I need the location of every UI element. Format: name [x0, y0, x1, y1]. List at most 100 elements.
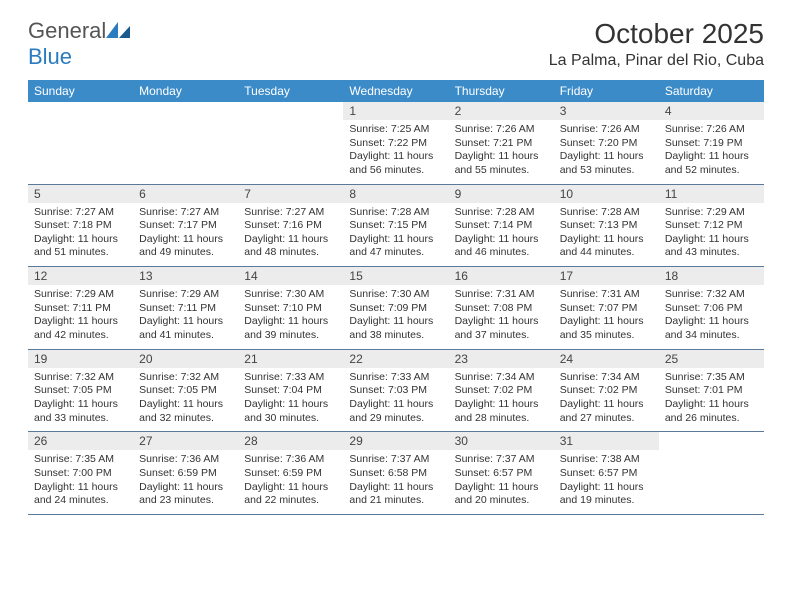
day-cell: 9 Sunrise: 7:28 AMSunset: 7:14 PMDaylight…	[449, 184, 554, 267]
sunrise-text: Sunrise: 7:36 AM	[139, 453, 232, 467]
day-cell: 2Sunrise: 7:26 AMSunset: 7:21 PMDaylight…	[449, 102, 554, 184]
day-number: 16	[449, 267, 554, 285]
day-cell: 31Sunrise: 7:38 AMSunset: 6:57 PMDayligh…	[554, 432, 659, 515]
dayhead-sun: Sunday	[28, 80, 133, 102]
sunrise-text: Sunrise: 7:33 AM	[244, 371, 337, 385]
daylight-text: Daylight: 11 hours and 44 minutes.	[560, 233, 653, 260]
day-cell	[238, 102, 343, 184]
day-body: Sunrise: 7:26 AMSunset: 7:21 PMDaylight:…	[449, 120, 554, 184]
daylight-text: Daylight: 11 hours and 19 minutes.	[560, 481, 653, 508]
day-header-row: Sunday Monday Tuesday Wednesday Thursday…	[28, 80, 764, 102]
day-body: Sunrise: 7:32 AMSunset: 7:05 PMDaylight:…	[28, 368, 133, 432]
sunrise-text: Sunrise: 7:27 AM	[244, 206, 337, 220]
day-cell: 27Sunrise: 7:36 AMSunset: 6:59 PMDayligh…	[133, 432, 238, 515]
daylight-text: Daylight: 11 hours and 55 minutes.	[455, 150, 548, 177]
day-body: Sunrise: 7:38 AMSunset: 6:57 PMDaylight:…	[554, 450, 659, 514]
day-number: 9	[449, 185, 554, 203]
daylight-text: Daylight: 11 hours and 56 minutes.	[349, 150, 442, 177]
day-number: 27	[133, 432, 238, 450]
sunrise-text: Sunrise: 7:27 AM	[139, 206, 232, 220]
sunrise-text: Sunrise: 7:31 AM	[455, 288, 548, 302]
sunrise-text: Sunrise: 7:26 AM	[665, 123, 758, 137]
day-body	[659, 436, 764, 498]
day-number: 15	[343, 267, 448, 285]
day-cell: 30Sunrise: 7:37 AMSunset: 6:57 PMDayligh…	[449, 432, 554, 515]
sunset-text: Sunset: 7:08 PM	[455, 302, 548, 316]
sunset-text: Sunset: 7:14 PM	[455, 219, 548, 233]
daylight-text: Daylight: 11 hours and 20 minutes.	[455, 481, 548, 508]
day-body: Sunrise: 7:30 AMSunset: 7:10 PMDaylight:…	[238, 285, 343, 349]
day-cell	[28, 102, 133, 184]
day-cell: 12Sunrise: 7:29 AMSunset: 7:11 PMDayligh…	[28, 267, 133, 350]
sunrise-text: Sunrise: 7:34 AM	[560, 371, 653, 385]
day-cell: 3Sunrise: 7:26 AMSunset: 7:20 PMDaylight…	[554, 102, 659, 184]
daylight-text: Daylight: 11 hours and 46 minutes.	[455, 233, 548, 260]
daylight-text: Daylight: 11 hours and 34 minutes.	[665, 315, 758, 342]
day-number: 11	[659, 185, 764, 203]
day-cell: 11Sunrise: 7:29 AMSunset: 7:12 PMDayligh…	[659, 184, 764, 267]
sunrise-text: Sunrise: 7:38 AM	[560, 453, 653, 467]
sunset-text: Sunset: 6:57 PM	[455, 467, 548, 481]
sunrise-text: Sunrise: 7:29 AM	[139, 288, 232, 302]
day-cell: 29Sunrise: 7:37 AMSunset: 6:58 PMDayligh…	[343, 432, 448, 515]
day-number: 13	[133, 267, 238, 285]
sunset-text: Sunset: 6:58 PM	[349, 467, 442, 481]
day-body: Sunrise: 7:32 AMSunset: 7:05 PMDaylight:…	[133, 368, 238, 432]
day-number: 25	[659, 350, 764, 368]
day-number: 31	[554, 432, 659, 450]
sunset-text: Sunset: 7:20 PM	[560, 137, 653, 151]
day-number: 3	[554, 102, 659, 120]
daylight-text: Daylight: 11 hours and 37 minutes.	[455, 315, 548, 342]
day-body	[28, 106, 133, 168]
day-cell: 5Sunrise: 7:27 AMSunset: 7:18 PMDaylight…	[28, 184, 133, 267]
sunset-text: Sunset: 6:57 PM	[560, 467, 653, 481]
dayhead-thu: Thursday	[449, 80, 554, 102]
day-cell: 7Sunrise: 7:27 AMSunset: 7:16 PMDaylight…	[238, 184, 343, 267]
daylight-text: Daylight: 11 hours and 33 minutes.	[34, 398, 127, 425]
day-cell: 18Sunrise: 7:32 AMSunset: 7:06 PMDayligh…	[659, 267, 764, 350]
sunset-text: Sunset: 7:05 PM	[34, 384, 127, 398]
sail-icon	[106, 22, 130, 38]
day-body: Sunrise: 7:26 AMSunset: 7:19 PMDaylight:…	[659, 120, 764, 184]
day-body: Sunrise: 7:37 AMSunset: 6:58 PMDaylight:…	[343, 450, 448, 514]
sunset-text: Sunset: 7:15 PM	[349, 219, 442, 233]
sunset-text: Sunset: 7:21 PM	[455, 137, 548, 151]
sunrise-text: Sunrise: 7:28 AM	[455, 206, 548, 220]
day-number: 21	[238, 350, 343, 368]
calendar-table: Sunday Monday Tuesday Wednesday Thursday…	[28, 80, 764, 515]
daylight-text: Daylight: 11 hours and 41 minutes.	[139, 315, 232, 342]
day-cell	[133, 102, 238, 184]
day-cell: 21Sunrise: 7:33 AMSunset: 7:04 PMDayligh…	[238, 349, 343, 432]
day-body: Sunrise: 7:34 AMSunset: 7:02 PMDaylight:…	[449, 368, 554, 432]
sunset-text: Sunset: 7:22 PM	[349, 137, 442, 151]
day-body: Sunrise: 7:33 AMSunset: 7:03 PMDaylight:…	[343, 368, 448, 432]
day-cell: 15Sunrise: 7:30 AMSunset: 7:09 PMDayligh…	[343, 267, 448, 350]
header: GeneralBlue October 2025 La Palma, Pinar…	[28, 18, 764, 70]
day-body: Sunrise: 7:28 AMSunset: 7:15 PMDaylight:…	[343, 203, 448, 267]
week-row: 12Sunrise: 7:29 AMSunset: 7:11 PMDayligh…	[28, 267, 764, 350]
calendar-body: 1Sunrise: 7:25 AMSunset: 7:22 PMDaylight…	[28, 102, 764, 514]
sunset-text: Sunset: 7:11 PM	[34, 302, 127, 316]
day-number: 5	[28, 185, 133, 203]
day-body: Sunrise: 7:27 AMSunset: 7:16 PMDaylight:…	[238, 203, 343, 267]
sunset-text: Sunset: 7:03 PM	[349, 384, 442, 398]
daylight-text: Daylight: 11 hours and 26 minutes.	[665, 398, 758, 425]
day-body: Sunrise: 7:25 AMSunset: 7:22 PMDaylight:…	[343, 120, 448, 184]
sunset-text: Sunset: 7:02 PM	[560, 384, 653, 398]
sunrise-text: Sunrise: 7:31 AM	[560, 288, 653, 302]
day-body: Sunrise: 7:27 AMSunset: 7:18 PMDaylight:…	[28, 203, 133, 267]
daylight-text: Daylight: 11 hours and 53 minutes.	[560, 150, 653, 177]
daylight-text: Daylight: 11 hours and 22 minutes.	[244, 481, 337, 508]
day-cell: 23Sunrise: 7:34 AMSunset: 7:02 PMDayligh…	[449, 349, 554, 432]
day-number: 2	[449, 102, 554, 120]
sunset-text: Sunset: 6:59 PM	[244, 467, 337, 481]
day-cell: 14Sunrise: 7:30 AMSunset: 7:10 PMDayligh…	[238, 267, 343, 350]
day-body: Sunrise: 7:28 AMSunset: 7:13 PMDaylight:…	[554, 203, 659, 267]
sunset-text: Sunset: 7:02 PM	[455, 384, 548, 398]
day-body: Sunrise: 7:33 AMSunset: 7:04 PMDaylight:…	[238, 368, 343, 432]
daylight-text: Daylight: 11 hours and 52 minutes.	[665, 150, 758, 177]
title-block: October 2025 La Palma, Pinar del Rio, Cu…	[549, 18, 764, 70]
sunrise-text: Sunrise: 7:28 AM	[560, 206, 653, 220]
sunrise-text: Sunrise: 7:29 AM	[665, 206, 758, 220]
day-number: 17	[554, 267, 659, 285]
